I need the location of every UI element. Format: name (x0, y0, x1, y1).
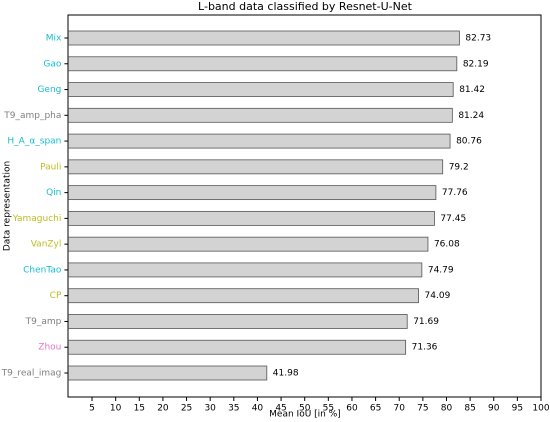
y-axis-label: Data representation (3, 161, 13, 251)
x-tick-label: 30 (204, 404, 216, 414)
x-axis-label: Mean IoU [in %] (269, 410, 341, 420)
value-label: 79.2 (449, 162, 469, 172)
y-tick-label: CP (50, 291, 62, 301)
bar (68, 210, 435, 226)
bar (68, 107, 453, 123)
x-tick-label: 80 (441, 404, 453, 414)
y-tick-label: T9_amp_pha (3, 111, 61, 121)
x-tick-label: 45 (275, 404, 286, 414)
y-tick-label: VanZyl (31, 240, 62, 250)
value-label: 81.24 (458, 111, 484, 121)
x-tick-label: 15 (134, 404, 145, 414)
x-tick-label: 20 (157, 404, 169, 414)
bar (68, 288, 419, 304)
bar (68, 365, 268, 381)
bar (68, 56, 458, 72)
x-tick-label: 65 (370, 404, 381, 414)
value-label: 74.09 (425, 291, 451, 301)
x-tick-label: 10 (110, 404, 122, 414)
y-tick-label: Gao (43, 59, 61, 69)
x-tick-label: 5 (89, 404, 95, 414)
y-tick-label: Yamaguchi (12, 214, 62, 224)
bar (68, 159, 444, 175)
bar (68, 82, 454, 97)
y-tick-label: T9_amp (25, 317, 62, 327)
bar (68, 236, 429, 252)
y-tick-label: H_A_α_span (7, 137, 61, 147)
x-tick-label: 25 (181, 404, 192, 414)
y-tick-label: T9_real_imag (1, 369, 62, 379)
value-label: 80.76 (456, 137, 482, 147)
x-tick-label: 40 (252, 404, 264, 414)
x-tick-label: 95 (512, 404, 523, 414)
plot-frame (67, 14, 542, 398)
x-tick-label: 50 (299, 404, 311, 414)
value-label: 82.73 (465, 34, 491, 44)
y-tick-label: ChenTao (23, 265, 62, 275)
bar (68, 339, 407, 355)
y-tick-label: Qin (46, 188, 61, 198)
x-tick-label: 60 (346, 404, 358, 414)
value-label: 76.08 (434, 240, 460, 250)
bar (68, 30, 460, 46)
value-label: 77.45 (440, 214, 466, 224)
x-tick-label: 85 (464, 404, 475, 414)
bar (68, 314, 408, 329)
x-tick-label: 75 (417, 404, 428, 414)
bar (68, 133, 451, 149)
value-label: 77.76 (442, 188, 468, 198)
x-tick-label: 100 (532, 404, 549, 414)
y-tick-label: Geng (37, 85, 61, 95)
chart-title: L-band data classified by Resnet-U-Net (198, 0, 413, 13)
value-label: 41.98 (273, 369, 299, 379)
y-tick-label: Zhou (38, 343, 61, 353)
value-label: 82.19 (463, 59, 489, 69)
value-label: 71.69 (413, 317, 439, 327)
bar (68, 185, 437, 201)
x-tick-label: 70 (393, 404, 405, 414)
x-tick-label: 55 (323, 404, 334, 414)
value-label: 71.36 (412, 343, 438, 353)
x-tick-label: 35 (228, 404, 239, 414)
bar (68, 262, 423, 278)
value-label: 74.79 (428, 265, 454, 275)
x-tick-label: 90 (488, 404, 500, 414)
y-tick-label: Mix (46, 34, 62, 44)
y-tick-label: Pauli (40, 162, 61, 172)
value-label: 81.42 (459, 85, 485, 95)
